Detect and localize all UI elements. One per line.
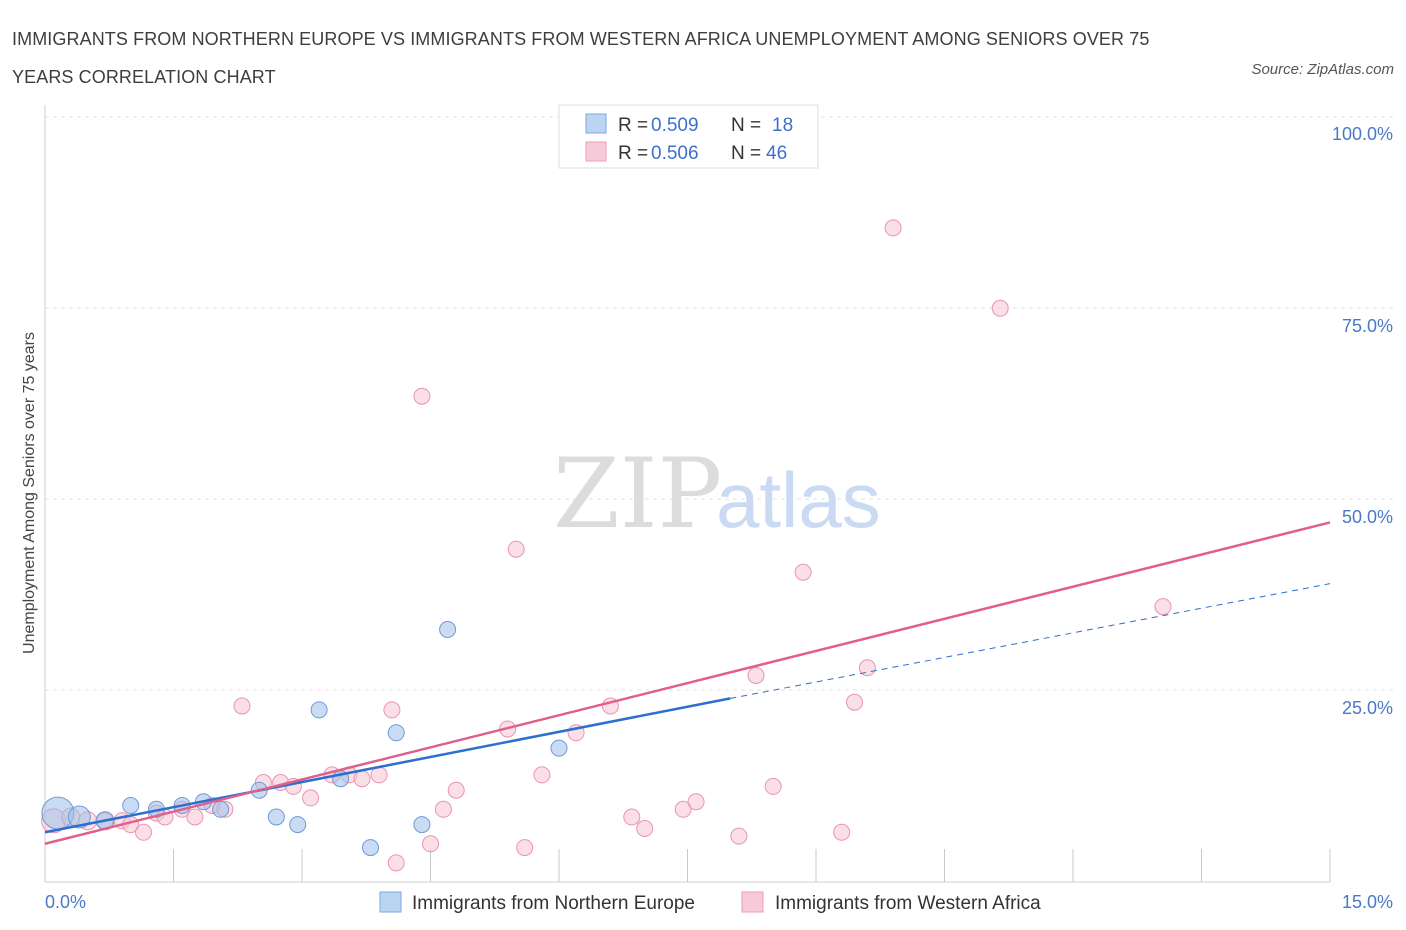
x-tick-label-max: 15.0% [1342, 892, 1393, 912]
series-legend-swatch-northern-europe [379, 891, 402, 913]
data-point [507, 540, 525, 558]
trend-line-western-africa [44, 521, 1331, 845]
legend-r-value-2: 0.506 [651, 143, 699, 164]
y-tick-label-25: 25.0% [1342, 698, 1393, 718]
legend-n-value-2: 46 [766, 143, 787, 164]
data-point [730, 827, 748, 845]
legend-swatch-western-africa [585, 141, 607, 162]
trend-line-northern-europe [44, 697, 731, 834]
data-point [122, 797, 140, 814]
plot-area [41, 219, 1331, 872]
legend-n-label-2: N = [731, 143, 761, 164]
data-point [687, 793, 705, 811]
data-point [267, 808, 285, 826]
data-point [747, 667, 765, 684]
data-point [302, 789, 320, 807]
data-point [67, 805, 91, 829]
data-point [764, 777, 782, 795]
data-point [135, 823, 152, 841]
y-axis-label: Unemployment Among Seniors over 75 years [21, 332, 38, 654]
data-point [1154, 598, 1172, 616]
y-tick-label-75: 75.0% [1342, 316, 1393, 336]
watermark-atlas: atlas [716, 456, 881, 544]
x-tick-label-min: 0.0% [45, 892, 86, 912]
data-point [794, 563, 812, 581]
legend-r-value-1: 0.509 [651, 115, 699, 136]
data-point [387, 854, 405, 872]
correlation-legend: R = 0.509 N = 18 R = 0.506 N = 46 [558, 104, 819, 169]
data-point [439, 621, 457, 638]
data-point [674, 800, 692, 818]
series-legend-swatch-western-africa [741, 891, 764, 913]
gridlines [45, 116, 1393, 691]
series-legend-label-western-africa: Immigrants from Western Africa [775, 893, 1041, 914]
chart-title: IMMIGRANTS FROM NORTHERN EUROPE VS IMMIG… [12, 29, 1150, 87]
x-axis-ticks [44, 849, 1331, 882]
data-point [434, 800, 452, 818]
data-point [310, 701, 328, 719]
data-point [413, 816, 431, 834]
trend-line-extension [730, 583, 1331, 699]
data-point [833, 823, 851, 841]
data-point [422, 835, 439, 853]
data-point [186, 808, 204, 826]
legend-n-label-1: N = [731, 115, 761, 136]
series-legend-label-northern-europe: Immigrants from Northern Europe [412, 893, 695, 914]
data-point [636, 820, 654, 837]
legend-r-label-2: R = [618, 143, 648, 164]
legend-swatch-northern-europe [585, 113, 607, 134]
data-point [516, 839, 534, 857]
data-point [991, 299, 1009, 317]
data-point [533, 766, 551, 784]
legend-n-value-1: 18 [772, 115, 793, 136]
data-point [362, 839, 379, 857]
data-point [383, 701, 401, 719]
data-point [884, 219, 902, 237]
series-legend: Immigrants from Northern Europe Immigran… [379, 891, 1041, 914]
legend-r-label-1: R = [618, 115, 648, 136]
y-tick-label-50: 50.0% [1342, 507, 1393, 527]
source-label: Source: ZipAtlas.com [1251, 61, 1394, 78]
data-point [413, 387, 431, 405]
data-point [233, 697, 251, 715]
data-point [550, 739, 568, 757]
data-point [289, 816, 307, 834]
data-point [447, 781, 465, 799]
data-point [623, 808, 641, 826]
data-point [353, 770, 371, 788]
data-point [387, 724, 405, 742]
watermark-zip: ZIP [553, 438, 722, 550]
data-point [212, 800, 230, 818]
data-point [846, 693, 863, 711]
y-tick-label-100: 100.0% [1332, 124, 1393, 144]
